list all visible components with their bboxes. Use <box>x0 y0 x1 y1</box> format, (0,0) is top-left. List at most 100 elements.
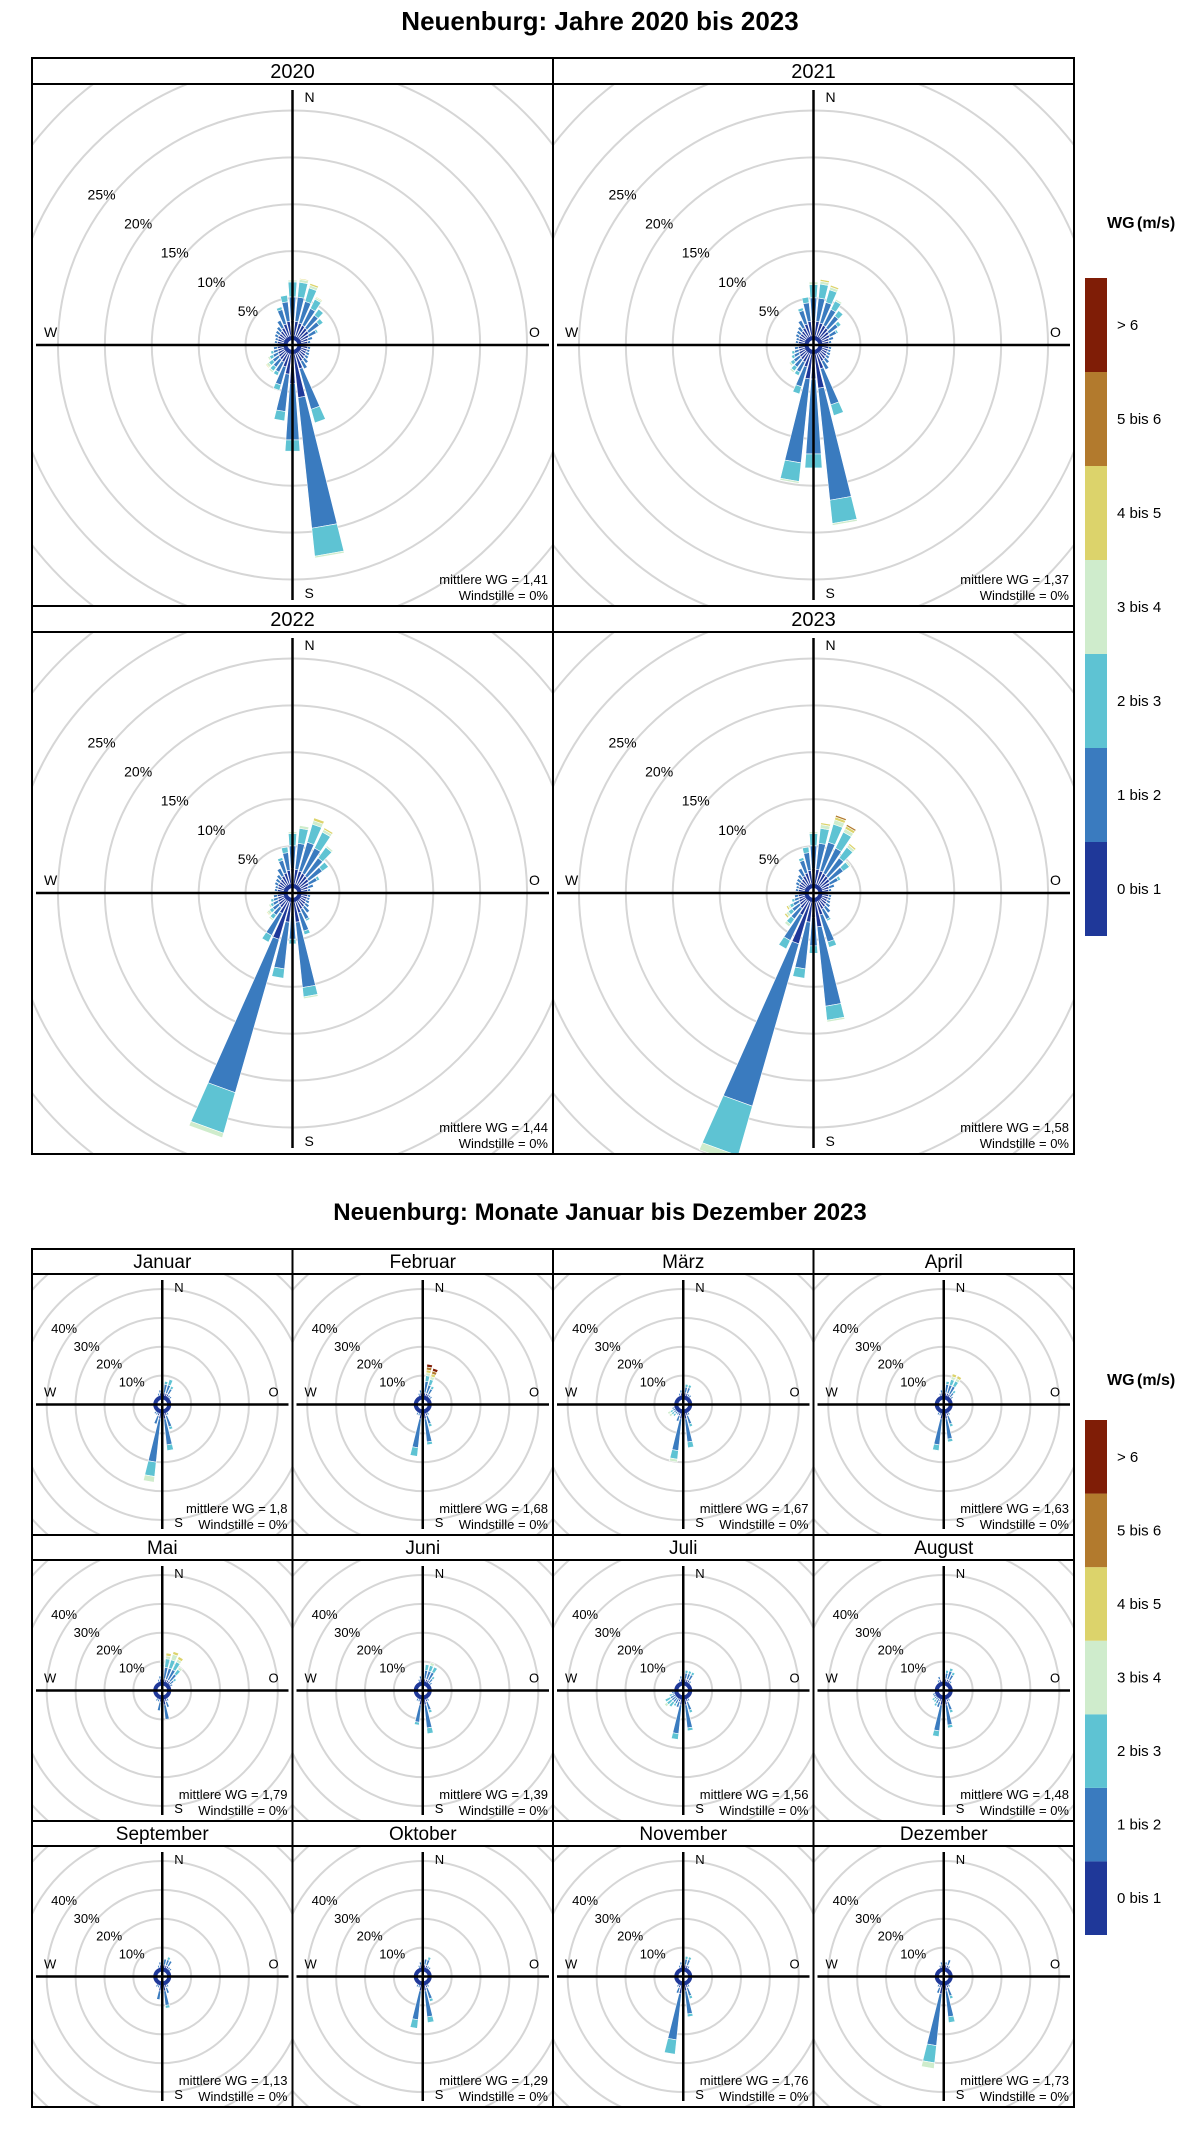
mean-speed-label: mittlere WG = 1,76 <box>700 2073 809 2088</box>
legend-swatch <box>1085 654 1107 748</box>
dir-south: S <box>174 1801 183 1816</box>
wedge-segment <box>309 282 320 289</box>
panel-title: Mai <box>147 1538 178 1559</box>
panel-title: Februar <box>389 1252 456 1273</box>
mean-speed-label: mittlere WG = 1,56 <box>700 1787 809 1802</box>
wedge-segment <box>314 550 345 559</box>
wedge-segment <box>663 1702 669 1708</box>
wedge-segment <box>831 518 858 526</box>
wedge-segment <box>409 1446 419 1457</box>
legend-label: 4 bis 5 <box>1117 1596 1161 1613</box>
wedge-segment <box>823 905 832 914</box>
ring-label: 10% <box>900 1375 926 1390</box>
panel-title: Juni <box>405 1538 440 1559</box>
wedge-segment <box>920 2060 935 2070</box>
wedge-segment <box>667 1993 682 2041</box>
windrose-panel: August N S W O 10% 20% 30% 40% mittlere WG = 1,48… <box>812 1534 1075 1822</box>
ring-label: 20% <box>617 1357 643 1372</box>
wedge-segment <box>429 1662 435 1667</box>
wedge-segment <box>188 1120 224 1139</box>
panel-strip <box>552 605 1075 633</box>
windrose-panel: April N S W O 10% 20% 30% 40% mittlere WG = 1,63W… <box>812 1248 1075 1536</box>
wedge-segment <box>792 966 806 979</box>
section-title: Neuenburg: Jahre 2020 bis 2023 <box>401 6 798 36</box>
wedge-segment <box>779 477 800 484</box>
wedge-segment <box>946 1959 952 1967</box>
wedge-segment <box>819 278 830 284</box>
dir-north: N <box>174 1566 183 1581</box>
calm-label: Windstille = 0% <box>459 2089 549 2104</box>
legend-label: 0 bis 1 <box>1117 1890 1161 1907</box>
dir-west: W <box>44 1385 57 1400</box>
legend-label: > 6 <box>1117 317 1138 334</box>
wedge-segment <box>207 936 280 1094</box>
ring-label: 20% <box>96 1643 122 1658</box>
ring-label: 20% <box>878 1357 904 1372</box>
wedge-segment <box>845 823 857 832</box>
ring-label: 40% <box>572 1893 598 1908</box>
ring-label: 25% <box>88 187 116 203</box>
wedge-segment <box>824 354 831 360</box>
wedge-segment <box>797 326 804 333</box>
wedge-segment <box>426 2015 435 2024</box>
wedge-segment <box>276 319 285 330</box>
dir-east: O <box>269 1957 279 1972</box>
dir-west: W <box>565 1385 578 1400</box>
wedge-segment <box>829 284 840 291</box>
dir-east: O <box>529 1671 539 1686</box>
wedge-segment <box>423 1958 428 1966</box>
ring-label: 40% <box>312 1893 338 1908</box>
ring-label: 10% <box>119 1375 145 1390</box>
legend-swatch <box>1085 1861 1107 1935</box>
wedge-segment <box>932 1443 940 1452</box>
dir-west: W <box>565 1957 578 1972</box>
windrose-panel: Oktober N S W O 10% 20% 30% 40% mittlere WG = 1,2… <box>291 1820 554 2108</box>
wedge-segment <box>951 1373 958 1379</box>
windrose-panel: Februar N S W O 10% 20% 30% 40% mittlere WG = 1,6… <box>291 1248 554 1536</box>
dir-east: O <box>269 1671 279 1686</box>
ring-label: 20% <box>645 216 673 232</box>
legend-swatch <box>1085 1493 1107 1568</box>
dir-west: W <box>305 1671 318 1686</box>
windrose-panel: 2020 N S W O 5% 10% 15% 20% 25% mittlere WG = 1,41… <box>31 57 554 607</box>
ring-label: 40% <box>572 1607 598 1622</box>
wedge-segment <box>275 877 282 884</box>
ring-label: 40% <box>572 1321 598 1336</box>
wedge-segment <box>791 350 796 355</box>
ring-label: 30% <box>595 1625 621 1640</box>
dir-south: S <box>435 1801 444 1816</box>
wedge-segment <box>825 351 832 357</box>
wedge-segment <box>158 1961 162 1966</box>
ring-label: 10% <box>119 1947 145 1962</box>
dir-west: W <box>565 1671 578 1686</box>
ring-label: 10% <box>900 1661 926 1676</box>
wedge-segment <box>426 1440 433 1446</box>
windrose-panel: Juni N S W O 10% 20% 30% 40% mittlere WG = 1,39Wi… <box>291 1534 554 1822</box>
wedge-segment <box>428 1997 434 2003</box>
dir-south: S <box>956 2087 965 2102</box>
panel-title: 2022 <box>270 609 315 631</box>
ring-label: 40% <box>833 1321 859 1336</box>
wedge-segment <box>158 1389 162 1394</box>
wedge-segment <box>795 333 801 339</box>
wedge-segment <box>270 350 275 355</box>
wedge-segment <box>164 2004 171 2009</box>
dir-west: W <box>44 324 58 340</box>
wedge-segment <box>830 401 844 417</box>
wedge-segment <box>274 881 280 887</box>
wedge-segment <box>828 894 832 898</box>
windrose-panel: Juli N S W O 10% 20% 30% 40% mittlere WG = 1,56Wi… <box>552 1534 815 1822</box>
panel-title: März <box>662 1252 704 1273</box>
wedge-segment <box>825 899 832 905</box>
wedge-segment <box>432 1367 439 1374</box>
ring-label: 10% <box>119 1661 145 1676</box>
wedge-segment <box>323 827 334 835</box>
mean-speed-label: mittlere WG = 1,44 <box>439 1120 548 1135</box>
wedge-segment <box>418 1961 422 1966</box>
legend-label: 0 bis 1 <box>1117 881 1161 898</box>
dir-south: S <box>305 585 314 601</box>
wedge-segment <box>828 888 832 892</box>
wedge-segment <box>820 822 831 827</box>
panel-title: April <box>925 1252 963 1273</box>
wedge-segment <box>939 1389 943 1394</box>
